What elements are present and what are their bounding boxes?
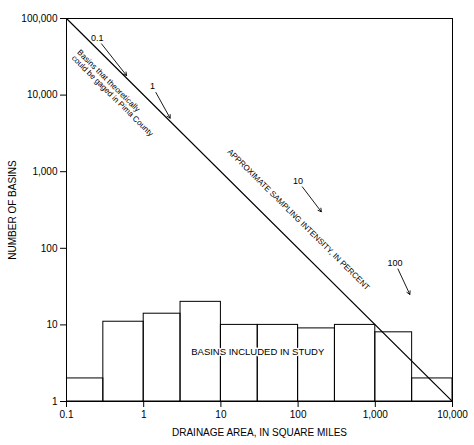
- svg-text:NUMBER OF BASINS: NUMBER OF BASINS: [7, 160, 18, 260]
- svg-text:1,000: 1,000: [32, 166, 57, 177]
- svg-text:1: 1: [52, 396, 58, 407]
- svg-text:10,000: 10,000: [437, 409, 468, 420]
- svg-text:1: 1: [141, 409, 147, 420]
- svg-text:1,000: 1,000: [363, 409, 388, 420]
- svg-text:BASINS INCLUDED IN STUDY: BASINS INCLUDED IN STUDY: [191, 346, 325, 357]
- svg-text:100: 100: [387, 258, 402, 268]
- svg-text:100: 100: [290, 409, 307, 420]
- svg-text:0.1: 0.1: [60, 409, 74, 420]
- svg-text:DRAINAGE AREA, IN SQUARE MILES: DRAINAGE AREA, IN SQUARE MILES: [172, 427, 347, 438]
- svg-text:10,000: 10,000: [27, 89, 58, 100]
- svg-text:Basins that theoreticallycould: Basins that theoreticallycould be gaged …: [70, 48, 161, 138]
- svg-text:APPROXIMATE SAMPLING INTENSITY: APPROXIMATE SAMPLING INTENSITY, IN PERCE…: [226, 147, 372, 292]
- svg-text:0.1: 0.1: [91, 33, 104, 43]
- svg-text:100,000: 100,000: [21, 13, 58, 24]
- svg-text:10: 10: [215, 409, 227, 420]
- svg-text:10: 10: [46, 319, 58, 330]
- svg-text:10: 10: [293, 176, 303, 186]
- svg-text:100: 100: [41, 243, 58, 254]
- svg-text:1: 1: [150, 81, 155, 91]
